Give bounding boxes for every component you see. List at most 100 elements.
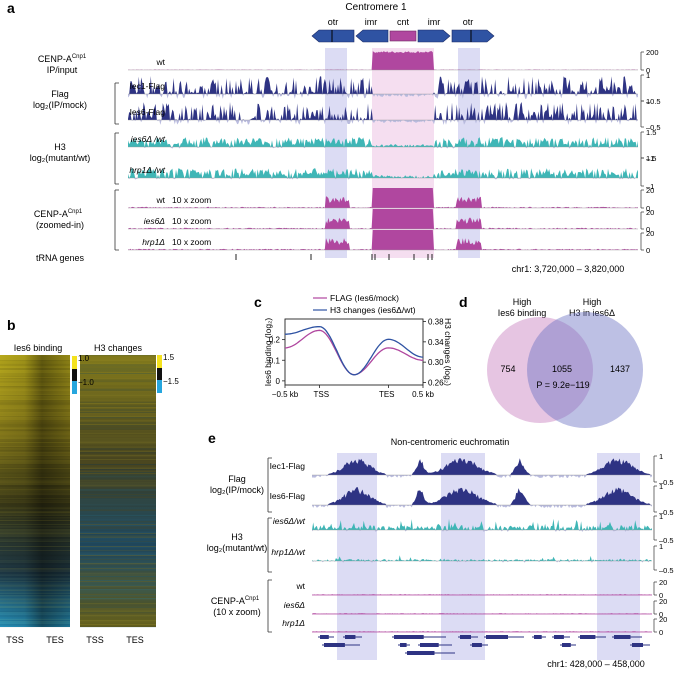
group-label-cenpa-sub: IP/input [47, 65, 78, 75]
heatmap-row [80, 535, 156, 537]
heatmap-row [80, 482, 156, 484]
heatmap-row [80, 475, 156, 477]
track-e-label: ies6Δ/wt [273, 516, 306, 526]
e-highlight-left [337, 453, 377, 660]
ytick-right-label: 0.26 [428, 378, 444, 387]
track-e-label: Ies6-Flag [270, 491, 306, 501]
track-a-zoom-label: 10 x zoom [172, 216, 211, 226]
track-a-label: ies6Δ [144, 216, 166, 226]
heatmap-row [80, 429, 156, 430]
heatmap-row [0, 622, 70, 624]
heatmap-row [80, 405, 156, 407]
heatmap-row [80, 417, 156, 419]
heatmap-row [0, 578, 70, 580]
track-e-label: Iec1-Flag [270, 461, 306, 471]
heatmap-row [80, 616, 156, 618]
heatmap-row [0, 452, 70, 454]
scale-e-0-top: 1 [659, 452, 663, 461]
e-group-flag-sub: log₂(IP/mock) [210, 485, 264, 495]
track-e-3-signal [312, 555, 652, 561]
heatmap-row [80, 455, 156, 456]
heatmap-row [80, 382, 156, 384]
heatmap-row [80, 599, 156, 601]
scale-a-2: 1–0.5 [640, 97, 661, 132]
ytick-left-label: 0.2 [269, 336, 281, 345]
track-a-1-negative [128, 94, 638, 99]
heatmap-row [80, 364, 156, 365]
heatmap-row [80, 371, 156, 373]
heatmap-row [0, 365, 70, 367]
heatmap1-tes: TES [46, 635, 64, 645]
heatmap-row [80, 427, 156, 429]
heatmap-row [80, 576, 156, 577]
heatmap-row [0, 533, 70, 534]
scale-e-1: 1 –0.5 [653, 482, 674, 517]
scale-a-6: 20 0 [640, 208, 654, 234]
heatmap-row [80, 626, 156, 628]
heatmap-row [80, 355, 156, 356]
arrow-otr-left [311, 29, 355, 43]
heatmap-row [0, 397, 70, 399]
heatmap-row [80, 552, 156, 554]
heatmap-row [0, 479, 70, 481]
heatmap-row [80, 513, 156, 515]
heatmap-row [0, 624, 70, 625]
heatmap-row [80, 443, 156, 445]
heatmap-row [80, 464, 156, 465]
heatmap-row [0, 426, 70, 428]
heatmap-row [0, 599, 70, 601]
heatmap-row [0, 369, 70, 370]
heatmap-row [80, 483, 156, 485]
bracket-h3 [114, 132, 119, 185]
scale-a-7-top: 20 [646, 229, 654, 238]
track-a-6 [128, 209, 638, 229]
panel-e-letter: e [208, 430, 216, 446]
heatmap-row [80, 608, 156, 610]
heatmap-row [0, 592, 70, 594]
heatmap-row [80, 401, 156, 403]
track-a-0 [128, 51, 638, 70]
gene-exon [407, 651, 435, 655]
track-a-7-signal [128, 230, 638, 250]
heatmap-row [80, 477, 156, 478]
heatmap-row [80, 613, 156, 615]
plot-frame [284, 318, 424, 386]
heatmap-row [80, 446, 156, 447]
track-e-label: hrp1Δ [282, 618, 305, 628]
scale-a-4: 1.5–1 [640, 154, 656, 191]
venn-right-title-2: H3 in ies6Δ [569, 308, 615, 318]
heatmap1-title: Ies6 binding [14, 343, 63, 353]
heatmap-row [0, 511, 70, 512]
gene-exon [632, 643, 643, 647]
track-a-label: Iec1-Flag [130, 81, 166, 91]
heatmap-row [80, 448, 156, 450]
heatmap-row [0, 461, 70, 463]
heatmap-row [0, 542, 70, 543]
heatmap-row [80, 462, 156, 464]
heatmap-row [0, 535, 70, 537]
e-highlight-center [441, 453, 485, 660]
heatmap-row [80, 590, 156, 592]
cbar2-mid [157, 368, 162, 380]
heatmap-row [0, 620, 70, 621]
heatmap-row [0, 539, 70, 541]
heatmap-row [80, 430, 156, 432]
heatmap-row [0, 382, 70, 383]
heatmap-row [80, 612, 156, 614]
heatmap-row [0, 430, 70, 432]
heatmap-row [80, 578, 156, 580]
heatmap-row [0, 444, 70, 446]
scale-a-5-bottom: 0 [646, 204, 650, 213]
heatmap-row [80, 550, 156, 551]
heatmap-h3-changes [80, 355, 156, 627]
panel-c: c FLAG (Ies6/mock) H3 changes (ies6Δ/wt)… [254, 293, 453, 399]
heatmap-row [80, 469, 156, 471]
heatmap-row [0, 470, 70, 472]
gene-exon [562, 643, 571, 647]
heatmap-row [80, 579, 156, 581]
heatmap-row [0, 381, 70, 382]
heatmap-row [0, 602, 70, 603]
region-label-otr-right: otr [463, 17, 474, 27]
heatmap-row [80, 357, 156, 359]
heatmap-row [80, 551, 156, 553]
